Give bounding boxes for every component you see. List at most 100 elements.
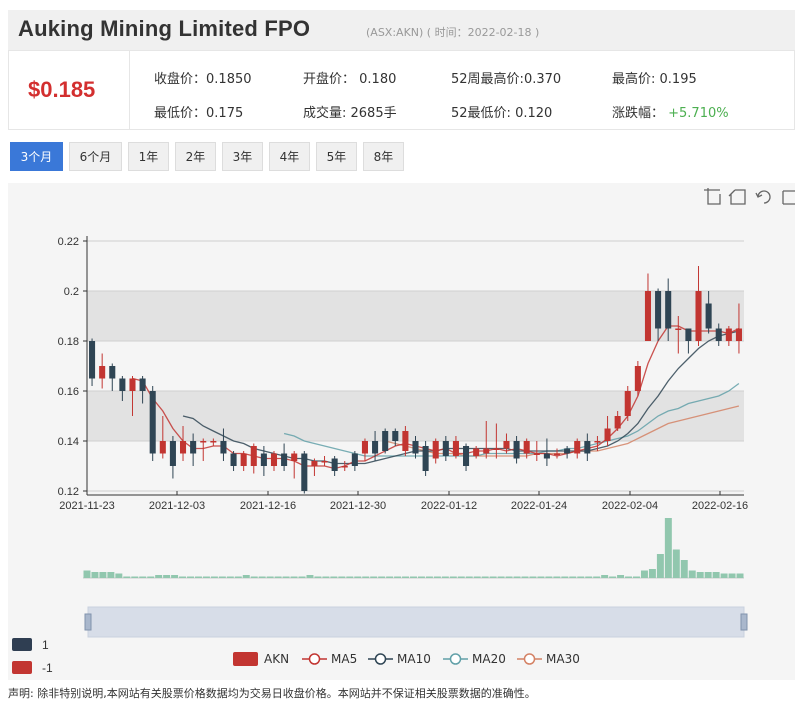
stock-title: Auking Mining Limited FPO [18,16,311,41]
volume-bar [625,576,633,578]
quote-open-value: 0.180 [359,72,397,87]
candle [624,386,631,421]
volume-bar [250,576,258,578]
volume-bar [712,572,720,578]
volume-bar [529,576,537,578]
volume-bar [306,575,314,578]
volume-bar [457,576,465,578]
candle [452,436,459,459]
range-2y-button[interactable]: 2年 [175,142,216,171]
volume-bar [234,576,242,578]
save-image-icon[interactable] [782,190,795,205]
volume-bar [577,576,585,578]
price-grid [87,240,744,492]
candle [634,361,641,396]
volume-bar [314,576,322,578]
candle [119,376,126,401]
quote-high-label: 最高价: [612,72,660,87]
legend-ma20-label: MA20 [472,652,506,666]
volume-bar [83,570,91,578]
candle-body [250,446,257,466]
candle [139,376,146,404]
visual-map-down-swatch[interactable] [12,661,32,674]
x-tick-label: 2022-01-24 [511,500,567,512]
legend-akn[interactable]: AKN [233,652,289,666]
candle [291,451,298,479]
candle [523,438,530,459]
volume-bar [115,573,123,578]
candle [463,443,470,471]
candle [442,436,449,461]
toolbox [704,188,795,205]
quote-volume: 成交量: 2685手 [303,102,397,121]
candle [311,458,318,476]
quote-52w-low-value: 0.120 [515,106,553,121]
candle-body [604,428,611,441]
legend-ma30[interactable]: MA30 [517,652,580,666]
candle-body [533,453,540,455]
candle [655,288,662,341]
restore-icon[interactable] [755,190,771,204]
legend-ma10[interactable]: MA10 [368,652,431,666]
volume-bar [537,576,545,578]
candle [281,443,288,471]
data-zoom-slider[interactable] [84,606,748,638]
zoom-reset-icon[interactable] [728,189,746,205]
candle [149,386,156,461]
range-3y-button[interactable]: 3年 [222,142,263,171]
candle [715,323,722,346]
candle [473,446,480,459]
candle-body [311,461,318,466]
volume-bar [362,576,370,578]
candle-body [473,448,480,456]
volume-bar [688,570,696,578]
legend-ma20[interactable]: MA20 [443,652,506,666]
volume-bar [609,576,617,578]
range-3m-button[interactable]: 3个月 [10,142,63,171]
volume-bar [171,575,179,578]
volume-bar [346,576,354,578]
candle [382,428,389,454]
quote-52w-low: 52最低价: 0.120 [451,102,552,121]
candle [432,438,439,464]
quote-change: 涨跌幅： +5.710% [612,102,729,121]
legend-ma30-label: MA30 [546,652,580,666]
quote-52w-low-label: 52最低价: [451,106,516,121]
candle [553,448,561,459]
volume-bar [465,576,473,578]
candle-body [351,453,358,466]
volume-bar [521,576,529,578]
range-5y-button[interactable]: 5年 [316,142,357,171]
volume-bar [672,549,680,578]
candle-body [634,366,641,391]
zoom-handle-left[interactable] [84,613,92,631]
legend-ma5[interactable]: MA5 [302,652,357,666]
candle [260,446,267,476]
candle-body [270,453,278,466]
candle [614,411,621,431]
zoom-track[interactable] [87,606,745,638]
volume-bar [680,560,688,578]
candle-body [685,328,692,341]
candle [584,433,591,461]
range-6m-button[interactable]: 6个月 [69,142,122,171]
candle-body [624,391,631,416]
quote-change-label: 涨跌幅： [612,106,669,121]
visual-map-up-swatch[interactable] [12,638,32,651]
volume-bar [553,576,561,578]
candle-body [675,328,682,330]
candle-body [179,441,187,454]
range-4y-button[interactable]: 4年 [269,142,310,171]
volume-bar [330,576,338,578]
x-tick-label: 2022-02-04 [602,500,658,512]
candle-body [655,291,662,329]
volume-bar [394,576,402,578]
range-1y-button[interactable]: 1年 [128,142,169,171]
volume-bar [378,576,386,578]
zoom-handle-right[interactable] [740,613,748,631]
candle [99,353,106,389]
zoom-area-icon[interactable] [704,188,721,205]
volume-bar [210,576,218,578]
range-8y-button[interactable]: 8年 [363,142,404,171]
